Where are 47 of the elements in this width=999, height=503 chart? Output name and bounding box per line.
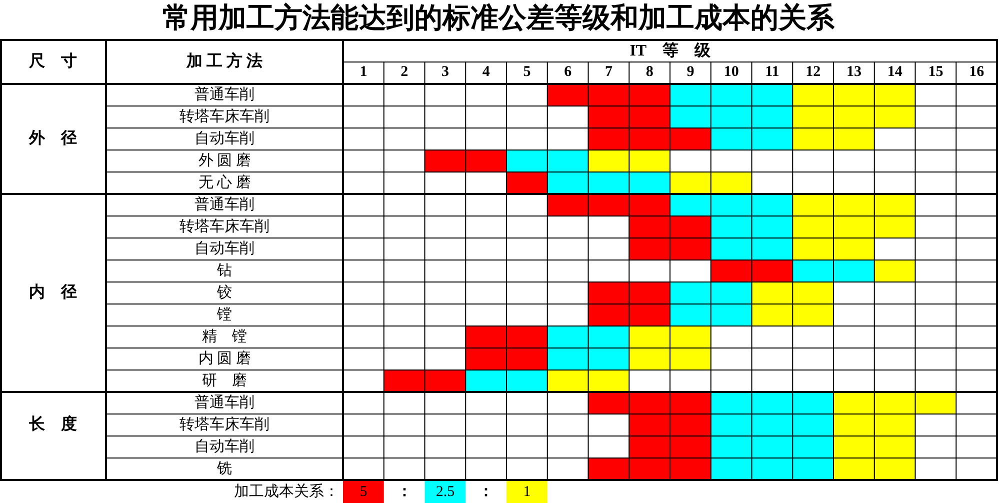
y-tick-label: 普通车削 — [194, 196, 254, 213]
x-tick-label: 9 — [686, 64, 694, 80]
legend-title: 加工成本关系： — [234, 482, 339, 500]
y-tick-label: 转塔车床车削 — [180, 218, 270, 235]
x-tick-label: 12 — [806, 64, 821, 80]
y-tick-label: 普通车削 — [194, 86, 254, 103]
x-tick-label: 7 — [604, 64, 613, 80]
y-tick-label: 普通车削 — [194, 394, 254, 411]
x-tick-label: 2 — [400, 64, 408, 80]
text: ： — [396, 484, 412, 500]
y-tick-label: 研 磨 — [202, 372, 247, 389]
y-tick-label: 铰 — [216, 284, 232, 301]
text: 2.5 — [436, 484, 455, 500]
x-tick-label: 16 — [969, 64, 985, 80]
x-tick-label: 5 — [523, 64, 531, 80]
x-tick-label: 6 — [564, 64, 572, 80]
x-tick-label: 15 — [928, 64, 944, 80]
chart-title: 常用加工方法能达到的标准公差等级和加工成本的关系 — [162, 2, 836, 34]
y2-tick-label: 外 径 — [28, 129, 77, 148]
y-tick-label: 精 镗 — [202, 328, 247, 345]
text: 5 — [360, 484, 368, 500]
x-tick-label: 13 — [846, 64, 862, 80]
y-tick-label: 无 心 磨 — [198, 174, 251, 191]
y-tick-label: 自动车削 — [194, 438, 254, 455]
y-tick-label: 外 圆 磨 — [198, 152, 251, 169]
x-tick-label: 14 — [887, 64, 903, 80]
y-tick-label: 转塔车床车削 — [180, 416, 270, 433]
text: 尺 寸 — [28, 52, 77, 70]
x-tick-label: 3 — [441, 64, 449, 80]
x-tick-label: 4 — [482, 64, 490, 80]
text: 1 — [523, 484, 531, 500]
y-tick-label: 自动车削 — [194, 130, 254, 147]
y-tick-label: 镗 — [216, 306, 232, 323]
y-tick-label: 自动车削 — [194, 240, 254, 257]
y2-tick-label: 长 度 — [28, 414, 77, 434]
x-tick-label: 11 — [765, 64, 780, 80]
y-tick-label: 转塔车床车削 — [180, 108, 270, 125]
y-axis-title: 加 工 方 法 — [186, 51, 262, 70]
text: ： — [478, 484, 494, 500]
x-tick-label: 8 — [646, 64, 654, 80]
x-tick-label: 10 — [724, 64, 739, 80]
y-tick-label: 铣 — [216, 460, 232, 477]
y-tick-label: 内 圆 磨 — [198, 350, 251, 367]
x-tick-label: 1 — [360, 64, 368, 80]
y2-tick-label: 内 径 — [29, 283, 77, 302]
x-axis-title: IT 等 级 — [630, 42, 712, 60]
y-tick-label: 钻 — [216, 262, 232, 279]
